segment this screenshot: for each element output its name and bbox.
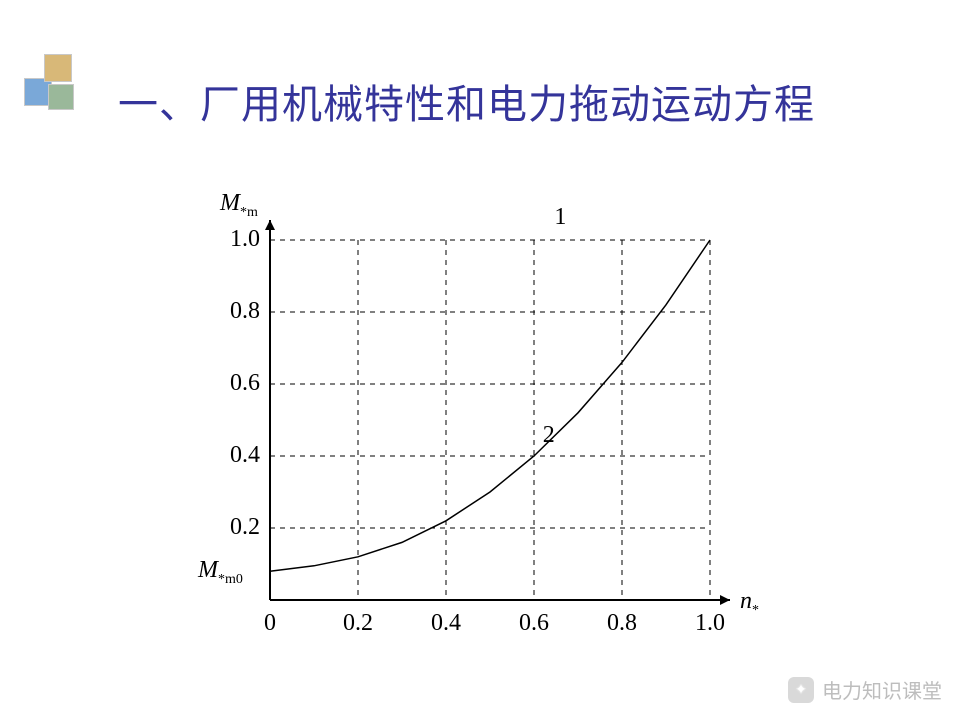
- x-tick-label: 0.8: [602, 610, 642, 637]
- chart-container: M*m n* M*m0 1 2 0.2 0.4 0.6 0.8 1.0 0 0.2 0.4 0…: [180, 190, 800, 670]
- page-title: 一、厂用机械特性和电力拖动运动方程: [118, 72, 815, 130]
- y-axis-title: M*m: [220, 190, 258, 221]
- decor-sq-2: [44, 54, 72, 82]
- watermark: ✦ 电力知识课堂: [788, 675, 942, 704]
- annotation-1: 1: [554, 204, 566, 231]
- watermark-text: 电力知识课堂: [822, 675, 942, 704]
- x-tick-label: 0.2: [338, 610, 378, 637]
- x-tick-label: 0.6: [514, 610, 554, 637]
- y-tick-label: 1.0: [200, 226, 260, 253]
- decor-sq-3: [48, 84, 74, 110]
- chart-svg: [180, 190, 800, 670]
- y-tick-label: 0.8: [200, 298, 260, 325]
- decor-squares: [24, 54, 104, 134]
- x-tick-label: 0: [250, 610, 290, 637]
- y-intercept-label: M*m0: [198, 557, 243, 588]
- y-tick-label: 0.6: [200, 370, 260, 397]
- x-tick-label: 0.4: [426, 610, 466, 637]
- wechat-icon: ✦: [788, 677, 814, 703]
- x-tick-label: 1.0: [690, 610, 730, 637]
- x-axis-title: n*: [740, 588, 759, 619]
- annotation-2: 2: [543, 422, 555, 449]
- y-tick-label: 0.4: [200, 442, 260, 469]
- y-tick-label: 0.2: [200, 514, 260, 541]
